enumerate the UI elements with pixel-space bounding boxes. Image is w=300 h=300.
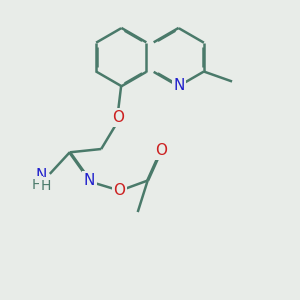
Text: N: N [173,79,184,94]
Text: H: H [31,178,42,191]
Text: O: O [113,183,125,198]
Text: N: N [84,173,95,188]
Text: O: O [155,143,167,158]
Text: H: H [40,178,51,193]
Text: O: O [112,110,124,125]
Text: N: N [36,168,47,183]
